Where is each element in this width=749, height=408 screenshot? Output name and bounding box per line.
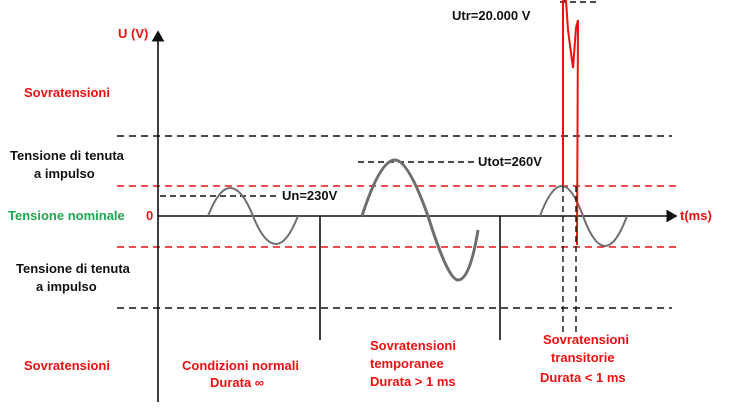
transient-section-label-3: Durata < 1 ms bbox=[540, 370, 626, 385]
withstand-bottom-label-2: a impulso bbox=[36, 279, 97, 294]
nominal-voltage-label: Tensione nominale bbox=[8, 208, 125, 223]
y-axis-label: U (V) bbox=[118, 26, 148, 41]
withstand-bottom-label-1: Tensione di tenuta bbox=[16, 261, 131, 276]
transient-section-label-2: transitorie bbox=[551, 350, 615, 365]
temporary-section-label-3: Durata > 1 ms bbox=[370, 374, 456, 389]
origin-label: 0 bbox=[146, 208, 153, 223]
withstand-top-label-2: a impulso bbox=[34, 166, 95, 181]
un-annotation: Un=230V bbox=[282, 188, 338, 203]
normal-sine-wave bbox=[207, 186, 299, 246]
normal-section-label-1: Condizioni normali bbox=[182, 358, 299, 373]
temporary-section-label-1: Sovratensioni bbox=[370, 338, 456, 353]
overvoltage-top-label: Sovratensioni bbox=[24, 85, 110, 100]
transient-sine-wave bbox=[539, 184, 628, 248]
temporary-overvoltage-wave bbox=[360, 158, 480, 282]
transient-section-label-1: Sovratensioni bbox=[543, 332, 629, 347]
normal-section-label-2: Durata ∞ bbox=[210, 375, 264, 390]
withstand-top-label-1: Tensione di tenuta bbox=[10, 148, 125, 163]
utr-annotation: Utr=20.000 V bbox=[452, 8, 531, 23]
transient-spike bbox=[562, 0, 579, 246]
temporary-section-label-2: temporanee bbox=[370, 356, 444, 371]
x-axis-label: t(ms) bbox=[680, 208, 712, 223]
utot-annotation: Utot=260V bbox=[478, 154, 542, 169]
overvoltage-bottom-label: Sovratensioni bbox=[24, 358, 110, 373]
